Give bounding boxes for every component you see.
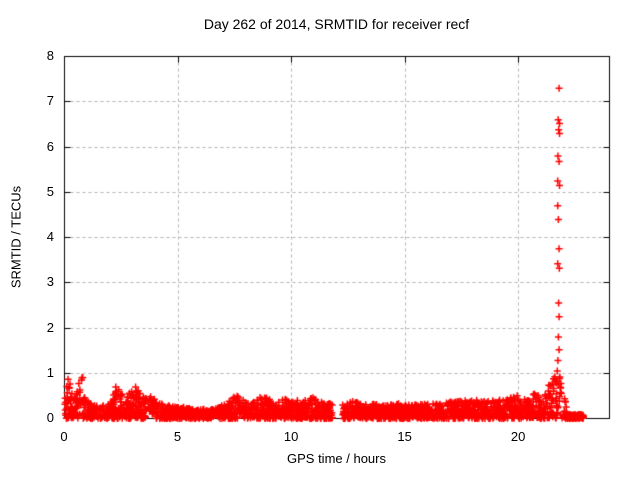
x-tick-label: 10 [283, 429, 299, 444]
x-tick-label: 20 [510, 429, 526, 444]
x-axis-label: GPS time / hours [287, 451, 386, 466]
y-tick-label: 2 [46, 319, 54, 335]
y-tick-label: 3 [46, 274, 54, 290]
y-tick-label: 5 [46, 183, 54, 199]
y-tick-label: 1 [46, 364, 54, 380]
x-tick-label: 5 [173, 429, 182, 444]
y-tick-label: 0 [46, 410, 54, 425]
y-tick-label: 7 [46, 93, 54, 109]
y-tick-label: 4 [46, 229, 54, 244]
x-tick-label: 15 [397, 429, 412, 444]
y-tick-label: 8 [46, 48, 54, 63]
y-tick-label: 6 [46, 138, 54, 154]
x-tick-label: 0 [60, 429, 68, 444]
chart-title: Day 262 of 2014, SRMTID for receiver rec… [203, 16, 470, 32]
